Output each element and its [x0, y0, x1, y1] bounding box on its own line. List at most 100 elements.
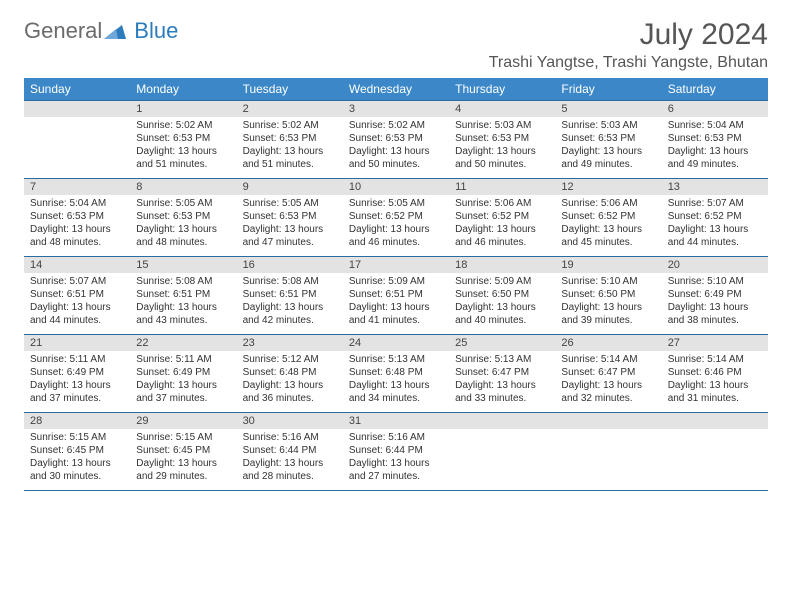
- daylight-text: Daylight: 13 hours and 38 minutes.: [668, 301, 762, 327]
- daylight-text: Daylight: 13 hours and 42 minutes.: [243, 301, 337, 327]
- sunset-text: Sunset: 6:47 PM: [455, 366, 549, 379]
- sunset-text: Sunset: 6:44 PM: [243, 444, 337, 457]
- daylight-text: Daylight: 13 hours and 28 minutes.: [243, 457, 337, 483]
- sunset-text: Sunset: 6:53 PM: [136, 132, 230, 145]
- sunrise-text: Sunrise: 5:05 AM: [349, 197, 443, 210]
- day-number-cell: 23: [237, 335, 343, 351]
- daylight-text: Daylight: 13 hours and 45 minutes.: [561, 223, 655, 249]
- day-number-cell: 11: [449, 179, 555, 195]
- day-number-cell: 4: [449, 101, 555, 117]
- daylight-text: Daylight: 13 hours and 36 minutes.: [243, 379, 337, 405]
- sunset-text: Sunset: 6:53 PM: [668, 132, 762, 145]
- day-number-cell: [555, 413, 661, 429]
- day-number-cell: 17: [343, 257, 449, 273]
- day-content-cell: Sunrise: 5:03 AMSunset: 6:53 PMDaylight:…: [449, 117, 555, 179]
- sunrise-text: Sunrise: 5:15 AM: [30, 431, 124, 444]
- day-number-cell: 10: [343, 179, 449, 195]
- sunrise-text: Sunrise: 5:07 AM: [668, 197, 762, 210]
- day-content-cell: Sunrise: 5:03 AMSunset: 6:53 PMDaylight:…: [555, 117, 661, 179]
- day-number-cell: 30: [237, 413, 343, 429]
- daylight-text: Daylight: 13 hours and 46 minutes.: [349, 223, 443, 249]
- header: General Blue July 2024 Trashi Yangtse, T…: [24, 18, 768, 72]
- day-number-cell: 6: [662, 101, 768, 117]
- day-content-cell: Sunrise: 5:04 AMSunset: 6:53 PMDaylight:…: [662, 117, 768, 179]
- sunset-text: Sunset: 6:45 PM: [136, 444, 230, 457]
- day-content-cell: Sunrise: 5:02 AMSunset: 6:53 PMDaylight:…: [130, 117, 236, 179]
- daylight-text: Daylight: 13 hours and 51 minutes.: [243, 145, 337, 171]
- day-number-cell: 21: [24, 335, 130, 351]
- sunrise-text: Sunrise: 5:04 AM: [668, 119, 762, 132]
- sunset-text: Sunset: 6:48 PM: [349, 366, 443, 379]
- sunrise-text: Sunrise: 5:07 AM: [30, 275, 124, 288]
- day-header: Monday: [130, 78, 236, 101]
- day-number-cell: 3: [343, 101, 449, 117]
- day-content-cell: [662, 429, 768, 491]
- daylight-text: Daylight: 13 hours and 48 minutes.: [136, 223, 230, 249]
- daylight-text: Daylight: 13 hours and 44 minutes.: [30, 301, 124, 327]
- day-content-row: Sunrise: 5:15 AMSunset: 6:45 PMDaylight:…: [24, 429, 768, 491]
- sunrise-text: Sunrise: 5:03 AM: [561, 119, 655, 132]
- sunset-text: Sunset: 6:49 PM: [668, 288, 762, 301]
- sunset-text: Sunset: 6:52 PM: [668, 210, 762, 223]
- daylight-text: Daylight: 13 hours and 50 minutes.: [349, 145, 443, 171]
- sunset-text: Sunset: 6:53 PM: [349, 132, 443, 145]
- day-content-cell: Sunrise: 5:11 AMSunset: 6:49 PMDaylight:…: [24, 351, 130, 413]
- sunset-text: Sunset: 6:53 PM: [243, 132, 337, 145]
- day-content-cell: [24, 117, 130, 179]
- sunset-text: Sunset: 6:44 PM: [349, 444, 443, 457]
- day-content-cell: Sunrise: 5:05 AMSunset: 6:52 PMDaylight:…: [343, 195, 449, 257]
- sunrise-text: Sunrise: 5:13 AM: [455, 353, 549, 366]
- day-number-cell: [662, 413, 768, 429]
- daylight-text: Daylight: 13 hours and 29 minutes.: [136, 457, 230, 483]
- day-content-cell: Sunrise: 5:15 AMSunset: 6:45 PMDaylight:…: [24, 429, 130, 491]
- day-number-cell: 13: [662, 179, 768, 195]
- calendar-table: Sunday Monday Tuesday Wednesday Thursday…: [24, 78, 768, 491]
- day-content-cell: Sunrise: 5:14 AMSunset: 6:46 PMDaylight:…: [662, 351, 768, 413]
- daylight-text: Daylight: 13 hours and 33 minutes.: [455, 379, 549, 405]
- day-number-cell: 29: [130, 413, 236, 429]
- sunset-text: Sunset: 6:51 PM: [30, 288, 124, 301]
- day-number-row: 14151617181920: [24, 257, 768, 273]
- day-content-cell: Sunrise: 5:08 AMSunset: 6:51 PMDaylight:…: [130, 273, 236, 335]
- sunrise-text: Sunrise: 5:02 AM: [243, 119, 337, 132]
- day-content-cell: [555, 429, 661, 491]
- day-content-cell: Sunrise: 5:13 AMSunset: 6:47 PMDaylight:…: [449, 351, 555, 413]
- day-content-cell: Sunrise: 5:16 AMSunset: 6:44 PMDaylight:…: [343, 429, 449, 491]
- day-number-cell: 5: [555, 101, 661, 117]
- day-content-cell: Sunrise: 5:05 AMSunset: 6:53 PMDaylight:…: [130, 195, 236, 257]
- daylight-text: Daylight: 13 hours and 34 minutes.: [349, 379, 443, 405]
- sunrise-text: Sunrise: 5:08 AM: [243, 275, 337, 288]
- day-content-cell: Sunrise: 5:06 AMSunset: 6:52 PMDaylight:…: [449, 195, 555, 257]
- day-number-cell: 15: [130, 257, 236, 273]
- day-number-row: 78910111213: [24, 179, 768, 195]
- day-number-cell: [449, 413, 555, 429]
- day-content-cell: Sunrise: 5:04 AMSunset: 6:53 PMDaylight:…: [24, 195, 130, 257]
- day-number-cell: 25: [449, 335, 555, 351]
- day-number-cell: 28: [24, 413, 130, 429]
- title-block: July 2024 Trashi Yangtse, Trashi Yangste…: [489, 18, 768, 72]
- sunset-text: Sunset: 6:48 PM: [243, 366, 337, 379]
- daylight-text: Daylight: 13 hours and 48 minutes.: [30, 223, 124, 249]
- daylight-text: Daylight: 13 hours and 30 minutes.: [30, 457, 124, 483]
- daylight-text: Daylight: 13 hours and 46 minutes.: [455, 223, 549, 249]
- sunrise-text: Sunrise: 5:06 AM: [561, 197, 655, 210]
- day-number-cell: 20: [662, 257, 768, 273]
- sunset-text: Sunset: 6:52 PM: [349, 210, 443, 223]
- sunrise-text: Sunrise: 5:10 AM: [561, 275, 655, 288]
- sunrise-text: Sunrise: 5:02 AM: [136, 119, 230, 132]
- day-header: Sunday: [24, 78, 130, 101]
- day-content-cell: Sunrise: 5:11 AMSunset: 6:49 PMDaylight:…: [130, 351, 236, 413]
- day-content-cell: Sunrise: 5:15 AMSunset: 6:45 PMDaylight:…: [130, 429, 236, 491]
- daylight-text: Daylight: 13 hours and 41 minutes.: [349, 301, 443, 327]
- day-number-row: 28293031: [24, 413, 768, 429]
- day-number-cell: 2: [237, 101, 343, 117]
- day-content-cell: Sunrise: 5:02 AMSunset: 6:53 PMDaylight:…: [343, 117, 449, 179]
- day-content-cell: Sunrise: 5:10 AMSunset: 6:49 PMDaylight:…: [662, 273, 768, 335]
- day-content-cell: Sunrise: 5:08 AMSunset: 6:51 PMDaylight:…: [237, 273, 343, 335]
- sunset-text: Sunset: 6:53 PM: [243, 210, 337, 223]
- day-number-cell: 19: [555, 257, 661, 273]
- sunrise-text: Sunrise: 5:14 AM: [668, 353, 762, 366]
- day-header: Wednesday: [343, 78, 449, 101]
- day-header-row: Sunday Monday Tuesday Wednesday Thursday…: [24, 78, 768, 101]
- daylight-text: Daylight: 13 hours and 27 minutes.: [349, 457, 443, 483]
